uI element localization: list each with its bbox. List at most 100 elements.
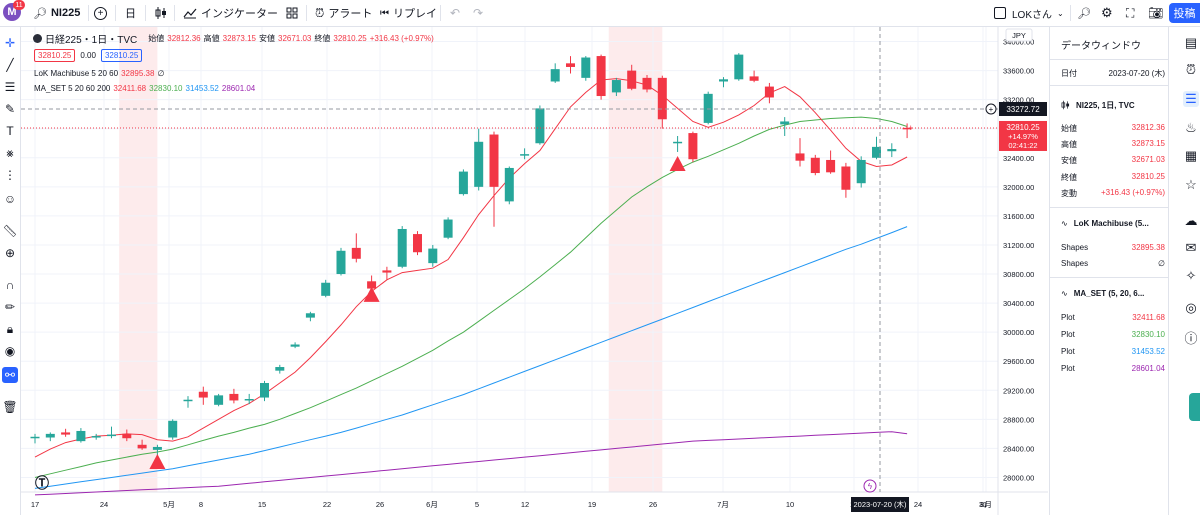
- alarm-clock-icon[interactable]: ⏰︎: [1185, 62, 1197, 77]
- candle-body: [290, 344, 300, 347]
- indicator-2-section-header[interactable]: ∿ MA_SET (5, 20, 6...: [1061, 289, 1165, 298]
- time-tick-label: 6月: [426, 500, 438, 509]
- ask-price[interactable]: 32810.25: [100, 49, 143, 62]
- undo-button[interactable]: ↶: [450, 0, 460, 26]
- trend-line-icon[interactable]: ╱: [6, 58, 14, 72]
- add-symbol-icon: +: [94, 6, 107, 20]
- symbol-section-header[interactable]: NI225, 1日, TVC: [1061, 100, 1165, 111]
- interval-button[interactable]: 日: [125, 0, 136, 26]
- candle-body: [474, 141, 484, 187]
- search-icon: 🔎︎: [1077, 7, 1091, 20]
- publish-button[interactable]: 投稿: [1169, 3, 1200, 23]
- empty-set-icon: ∅: [157, 69, 165, 78]
- legend-indicator-1[interactable]: LoK Machibuse 5 20 60 32895.38 ∅: [34, 69, 164, 78]
- candle-body: [657, 77, 667, 120]
- lightning-icon: [863, 479, 877, 493]
- price-tick-label: 28400.00: [1003, 444, 1034, 453]
- camera-icon: 📷︎: [1148, 6, 1164, 20]
- fullscreen-icon: ⛶: [1126, 5, 1135, 20]
- candle-body: [122, 433, 132, 439]
- ideas-icon[interactable]: ☆: [1185, 177, 1197, 192]
- ma20-value: 32830.10: [149, 84, 183, 93]
- brush-icon[interactable]: ✎: [4, 102, 16, 116]
- candle-body: [627, 70, 637, 89]
- undo-icon: ↶: [450, 6, 461, 20]
- candle-body: [841, 166, 851, 190]
- fib-icon[interactable]: ☰: [4, 80, 16, 94]
- magnet-icon[interactable]: ∩: [5, 278, 15, 292]
- candle-body: [902, 127, 912, 130]
- settings-button[interactable]: ⚙: [1101, 0, 1113, 26]
- dw-label: 高値: [1061, 140, 1077, 149]
- alert-button[interactable]: ⏰︎ アラート: [315, 0, 372, 26]
- zoom-in-icon[interactable]: ⊕: [4, 246, 16, 260]
- candle-body: [107, 434, 116, 437]
- legend-symbol[interactable]: 日経225・1日・TVC: [45, 35, 138, 46]
- dw-value: 31453.52: [1131, 347, 1165, 356]
- ruler-icon[interactable]: 📏︎: [2, 224, 18, 238]
- layouts-button[interactable]: [286, 0, 298, 26]
- compare-button[interactable]: +: [94, 0, 107, 26]
- snapshot-button[interactable]: 📷︎: [1148, 0, 1163, 26]
- replay-button[interactable]: ⏮︎ リプレイ: [380, 0, 437, 26]
- emoji-icon[interactable]: ☺: [3, 192, 17, 206]
- trash-icon[interactable]: 🗑︎: [2, 400, 18, 414]
- text-icon[interactable]: T: [6, 124, 14, 138]
- calendar-icon[interactable]: ▦: [1184, 148, 1198, 163]
- dw-value: 28601.04: [1131, 364, 1165, 373]
- chart-pane[interactable]: 34000.0033600.0033200.0032800.0032400.00…: [21, 27, 1048, 515]
- signal-triangle: [669, 156, 686, 172]
- link-icon[interactable]: ⚯: [2, 367, 18, 383]
- price-chart[interactable]: 34000.0033600.0033200.0032800.0032400.00…: [21, 27, 1048, 515]
- quick-search-button[interactable]: 🔎︎: [1077, 0, 1091, 26]
- notifications-icon[interactable]: ✧: [1185, 268, 1197, 283]
- indicators-button[interactable]: インジケーター: [183, 0, 278, 26]
- lock-icon[interactable]: 🔒︎: [6, 321, 14, 336]
- dw-label: Plot: [1061, 347, 1075, 356]
- fullscreen-button[interactable]: ⛶: [1126, 0, 1134, 26]
- legend-main: 日経225・1日・TVC 始値 32812.36 高値 32873.15 安値 326…: [33, 31, 434, 46]
- price-tick-label: 33200.00: [1003, 96, 1034, 105]
- data-row: Plot 28601.04: [1061, 364, 1165, 373]
- forecast-icon[interactable]: ⋮: [4, 168, 16, 182]
- price-tick-label: 34000.00: [1003, 38, 1034, 47]
- chat-icon[interactable]: ✉: [1185, 240, 1197, 255]
- dw-value: 32830.10: [1131, 330, 1165, 339]
- broadcast-icon[interactable]: ◎: [1185, 300, 1197, 315]
- candle-body: [504, 167, 514, 202]
- dw-label: Plot: [1061, 364, 1075, 373]
- eye-icon[interactable]: ◉: [4, 344, 16, 358]
- data-row: 変動 +316.43 (+0.97%): [1061, 188, 1165, 199]
- pattern-icon[interactable]: ⨳: [6, 145, 14, 160]
- gear-icon: ⚙: [1101, 5, 1113, 20]
- chart-background: [21, 27, 1048, 515]
- redo-button[interactable]: ↷: [473, 0, 483, 26]
- help-icon[interactable]: ⓘ: [1184, 330, 1198, 346]
- legend-indicator-2[interactable]: MA_SET 5 20 60 200 32411.68 32830.10 314…: [34, 84, 255, 93]
- crosshair-price: 33272.72: [1006, 105, 1040, 114]
- candle-body: [214, 395, 224, 405]
- data-window-icon[interactable]: ☰: [1183, 91, 1199, 107]
- candle-body: [45, 433, 55, 438]
- pencil-lock-icon[interactable]: ✏: [4, 300, 16, 314]
- symbol-search-button[interactable]: 🔎︎ NI225: [33, 0, 80, 26]
- extension-icon[interactable]: [1189, 393, 1200, 421]
- chart-type-button[interactable]: [155, 0, 167, 26]
- dw-value: +316.43 (+0.97%): [1100, 188, 1165, 197]
- symbol-section-title: NI225, 1日, TVC: [1076, 101, 1135, 110]
- watchlist-icon[interactable]: ▤: [1184, 35, 1198, 50]
- search-icon: 🔎︎: [33, 7, 47, 20]
- layout-name-button[interactable]: LOKさん ⌄: [994, 0, 1064, 26]
- crosshair-icon[interactable]: ✛: [4, 36, 16, 50]
- indicator-2-name: MA_SET 5 20 60 200: [34, 84, 111, 93]
- time-tick-label: 7月: [717, 500, 729, 509]
- indicator-1-section-header[interactable]: ∿ LoK Machibuse (5...: [1061, 219, 1165, 228]
- time-tick-label: 26: [376, 500, 384, 509]
- user-label: LOKさん: [1012, 9, 1053, 21]
- ma200-line: [34, 431, 908, 496]
- candle-body: [749, 76, 759, 81]
- streams-icon[interactable]: ☁: [1184, 213, 1198, 228]
- data-window-panel: データウィンドウ 日付 2023-07-20 (木) NI225, 1日, TV…: [1049, 27, 1168, 515]
- hotlist-icon[interactable]: ♨: [1185, 120, 1197, 135]
- bid-price[interactable]: 32810.25: [34, 49, 76, 62]
